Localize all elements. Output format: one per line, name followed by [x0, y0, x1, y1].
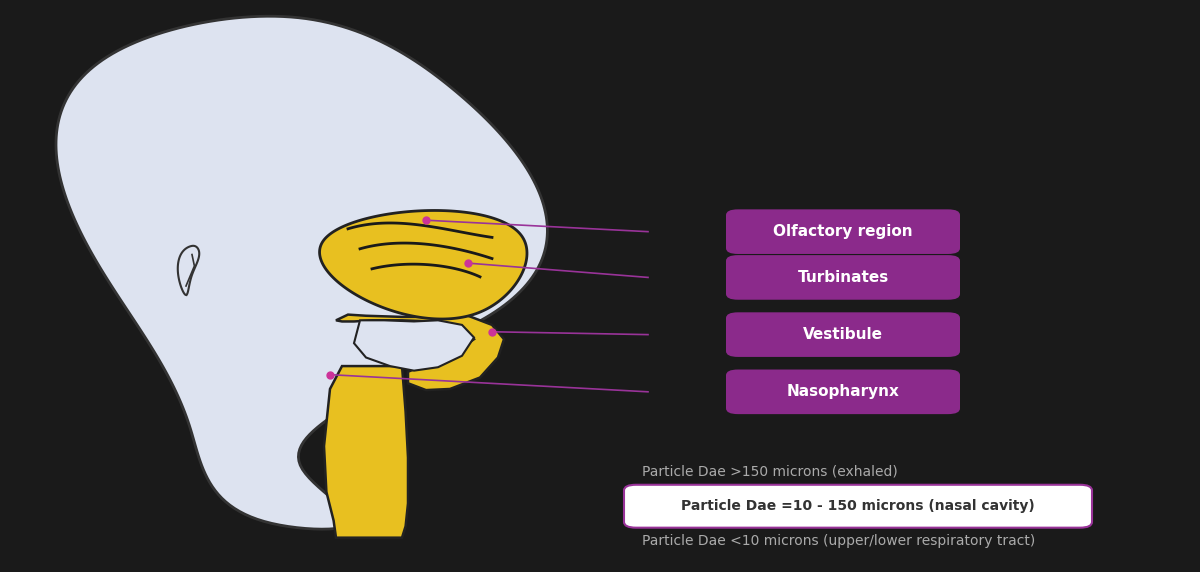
Polygon shape — [324, 366, 408, 538]
FancyBboxPatch shape — [624, 484, 1092, 527]
FancyBboxPatch shape — [726, 255, 960, 300]
Text: Nasopharynx: Nasopharynx — [786, 384, 900, 399]
Polygon shape — [336, 315, 504, 390]
Text: Particle Dae =10 - 150 microns (nasal cavity): Particle Dae =10 - 150 microns (nasal ca… — [682, 499, 1034, 513]
Text: Particle Dae >150 microns (exhaled): Particle Dae >150 microns (exhaled) — [642, 465, 898, 479]
Text: Particle Dae <10 microns (upper/lower respiratory tract): Particle Dae <10 microns (upper/lower re… — [642, 534, 1036, 547]
FancyBboxPatch shape — [726, 209, 960, 254]
FancyBboxPatch shape — [726, 370, 960, 414]
Text: Vestibule: Vestibule — [803, 327, 883, 342]
Polygon shape — [354, 320, 474, 371]
Polygon shape — [56, 16, 547, 529]
Text: Turbinates: Turbinates — [797, 270, 889, 285]
Polygon shape — [319, 210, 527, 319]
Text: Olfactory region: Olfactory region — [773, 224, 913, 239]
FancyBboxPatch shape — [726, 312, 960, 357]
